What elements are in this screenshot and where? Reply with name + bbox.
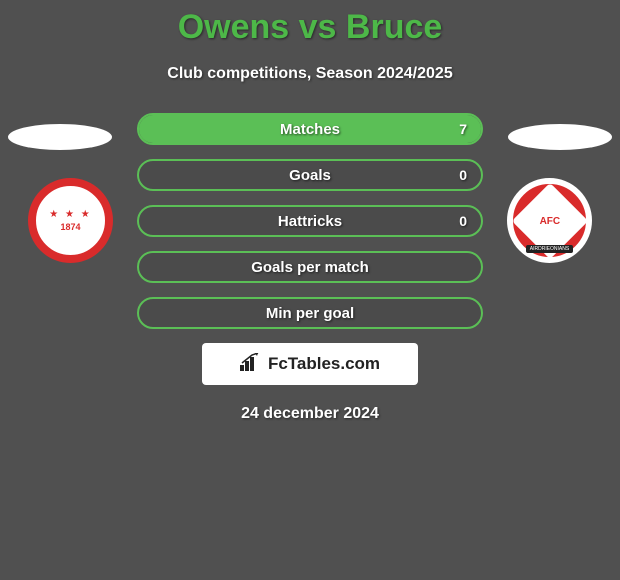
stat-label: Matches bbox=[280, 121, 340, 138]
comparison-title: Owens vs Bruce bbox=[0, 0, 620, 47]
stat-value: 0 bbox=[459, 167, 467, 183]
stat-label: Min per goal bbox=[266, 305, 354, 322]
stat-value: 0 bbox=[459, 213, 467, 229]
stat-label: Hattricks bbox=[278, 213, 342, 230]
player-left-marker bbox=[8, 124, 112, 150]
stat-row-min-per-goal: Min per goal bbox=[137, 297, 483, 329]
stat-label: Goals bbox=[289, 167, 331, 184]
fctables-logo[interactable]: FcTables.com bbox=[202, 343, 418, 385]
club-badge-left: ★ ★ ★ 1874 bbox=[28, 178, 113, 263]
stats-container: Matches 7 Goals 0 Hattricks 0 Goals per … bbox=[137, 113, 483, 329]
stat-label: Goals per match bbox=[251, 259, 369, 276]
badge-stars-icon: ★ ★ ★ bbox=[49, 209, 91, 220]
badge-ribbon: AIRDRIEONIANS bbox=[526, 245, 573, 253]
stat-row-goals-per-match: Goals per match bbox=[137, 251, 483, 283]
stat-row-goals: Goals 0 bbox=[137, 159, 483, 191]
subtitle: Club competitions, Season 2024/2025 bbox=[0, 65, 620, 83]
player-right-marker bbox=[508, 124, 612, 150]
stat-value: 7 bbox=[459, 121, 467, 137]
logo-text: FcTables.com bbox=[268, 354, 380, 374]
date-label: 24 december 2024 bbox=[0, 405, 620, 423]
club-badge-right: AFC AIRDRIEONIANS bbox=[507, 178, 592, 263]
stat-row-matches: Matches 7 bbox=[137, 113, 483, 145]
badge-text: AFC bbox=[539, 215, 560, 226]
stat-row-hattricks: Hattricks 0 bbox=[137, 205, 483, 237]
badge-year: 1874 bbox=[60, 222, 80, 232]
chart-icon bbox=[240, 353, 262, 376]
